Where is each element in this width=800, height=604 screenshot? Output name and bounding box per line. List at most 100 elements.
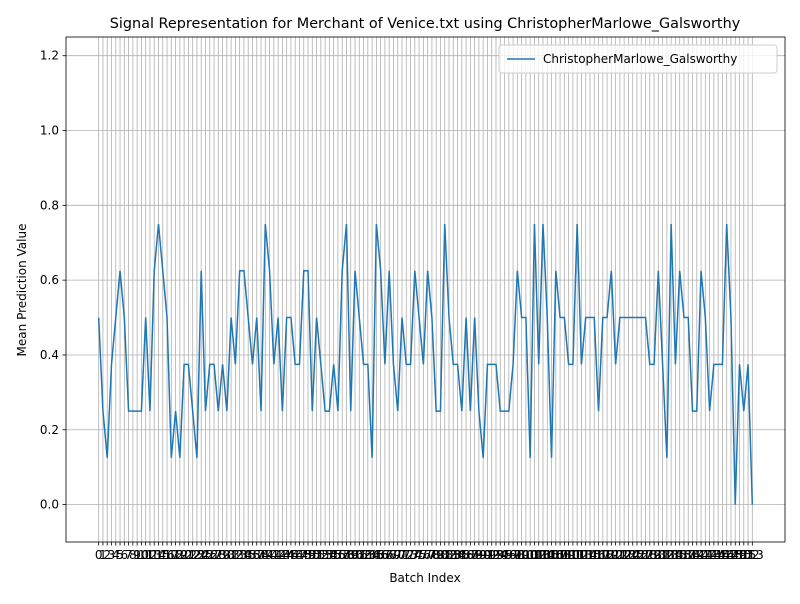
x-tick-label: 92 — [484, 548, 499, 562]
x-tick-label: 132 — [651, 548, 674, 562]
x-tick-label: 67 — [377, 548, 392, 562]
x-tick-label: 35 — [241, 548, 256, 562]
x-tick-label: 14 — [151, 548, 166, 562]
x-tick-label: 149 — [724, 548, 747, 562]
x-tick-label: 51 — [309, 548, 324, 562]
x-tick-label: 30 — [219, 548, 234, 562]
x-tick-label: 32 — [228, 548, 243, 562]
x-axis-label: Batch Index — [389, 571, 460, 585]
x-tick-label: 139 — [681, 548, 704, 562]
x-tick-label: 112 — [566, 548, 589, 562]
x-tick-label: 146 — [711, 548, 734, 562]
x-tick-label: 22 — [185, 548, 200, 562]
x-tick-label: 90 — [476, 548, 491, 562]
x-tick-label: 101 — [519, 548, 542, 562]
x-tick-label: 140 — [685, 548, 708, 562]
x-tick-label: 95 — [497, 548, 512, 562]
x-tick-label: 98 — [510, 548, 525, 562]
x-tick-label: 7 — [125, 548, 133, 562]
x-tick-label: 37 — [249, 548, 264, 562]
x-tick-label: 87 — [463, 548, 478, 562]
x-tick-label: 65 — [369, 548, 384, 562]
x-tick-label: 114 — [574, 548, 597, 562]
x-tick-label: 59 — [343, 548, 358, 562]
line-series — [97, 223, 754, 505]
x-tick-label: 72 — [399, 548, 414, 562]
x-tick-label: 20 — [176, 548, 191, 562]
x-tick-label: 49 — [300, 548, 315, 562]
x-tick-label: 106 — [540, 548, 563, 562]
x-tick-label: 6 — [120, 548, 128, 562]
x-tick-label: 21 — [181, 548, 196, 562]
x-tick-label: 121 — [604, 548, 627, 562]
x-tick-label: 40 — [262, 548, 277, 562]
x-tick-label: 3 — [108, 548, 116, 562]
y-tick-label: 0.2 — [40, 423, 59, 437]
x-tick-label: 86 — [458, 548, 473, 562]
x-tick-label: 102 — [523, 548, 546, 562]
y-tick-label: 0.6 — [40, 273, 59, 287]
x-tick-label: 62 — [356, 548, 371, 562]
x-tick-label: 79 — [429, 548, 444, 562]
x-tick-label: 23 — [189, 548, 204, 562]
x-tick-label: 75 — [411, 548, 426, 562]
x-tick-label: 58 — [339, 548, 354, 562]
x-tick-label: 33 — [232, 548, 247, 562]
x-tick-label: 133 — [655, 548, 678, 562]
x-tick-label: 78 — [424, 548, 439, 562]
x-tick-label: 130 — [643, 548, 666, 562]
x-tick-label: 5 — [116, 548, 124, 562]
x-tick-label: 57 — [335, 548, 350, 562]
x-tick-label: 113 — [570, 548, 593, 562]
x-tick-label: 115 — [579, 548, 602, 562]
x-tick-label: 56 — [330, 548, 345, 562]
x-tick-label: 120 — [600, 548, 623, 562]
x-tick-label: 0 — [95, 548, 103, 562]
x-tick-label: 9 — [133, 548, 141, 562]
x-tick-label: 131 — [647, 548, 670, 562]
x-tick-label: 29 — [215, 548, 230, 562]
x-tick-label: 71 — [394, 548, 409, 562]
x-tick-label: 74 — [407, 548, 422, 562]
plot-frame — [65, 36, 786, 543]
x-tick-label: 46 — [288, 548, 303, 562]
x-tick-label: 52 — [313, 548, 328, 562]
x-tick-label: 104 — [532, 548, 555, 562]
x-tick-label: 44 — [279, 548, 294, 562]
x-tick-label: 91 — [480, 548, 495, 562]
x-tick-label: 96 — [501, 548, 516, 562]
x-tick-label: 117 — [587, 548, 610, 562]
x-tick-label: 61 — [352, 548, 367, 562]
y-tick-label: 0.4 — [40, 348, 59, 362]
x-tick-label: 81 — [437, 548, 452, 562]
x-tick-label: 73 — [403, 548, 418, 562]
x-tick-label: 48 — [296, 548, 311, 562]
x-tick-label: 60 — [347, 548, 362, 562]
x-tick-label: 118 — [591, 548, 614, 562]
x-tick-label: 148 — [720, 548, 743, 562]
y-tick-label: 1.2 — [40, 49, 59, 63]
x-tick-label: 10 — [134, 548, 149, 562]
x-tick-label: 77 — [420, 548, 435, 562]
x-tick-label: 25 — [198, 548, 213, 562]
x-tick-label: 43 — [275, 548, 290, 562]
x-tick-label: 55 — [326, 548, 341, 562]
chart-title: Signal Representation for Merchant of Ve… — [110, 16, 741, 32]
x-tick-label: 150 — [728, 548, 751, 562]
x-tick-label: 124 — [617, 548, 640, 562]
x-tick-label: 151 — [732, 548, 755, 562]
x-tick-label: 145 — [707, 548, 730, 562]
x-tick-label: 36 — [245, 548, 260, 562]
x-tick-label: 94 — [493, 548, 508, 562]
x-tick-label: 126 — [626, 548, 649, 562]
x-tick-label: 84 — [450, 548, 465, 562]
x-tick-label: 31 — [223, 548, 238, 562]
x-tick-label: 54 — [322, 548, 337, 562]
x-tick-label: 85 — [454, 548, 469, 562]
x-tick-label: 109 — [553, 548, 576, 562]
x-tick-label: 137 — [673, 548, 696, 562]
x-tick-label: 107 — [544, 548, 567, 562]
x-tick-label: 15 — [155, 548, 170, 562]
x-tick-label: 39 — [258, 548, 273, 562]
